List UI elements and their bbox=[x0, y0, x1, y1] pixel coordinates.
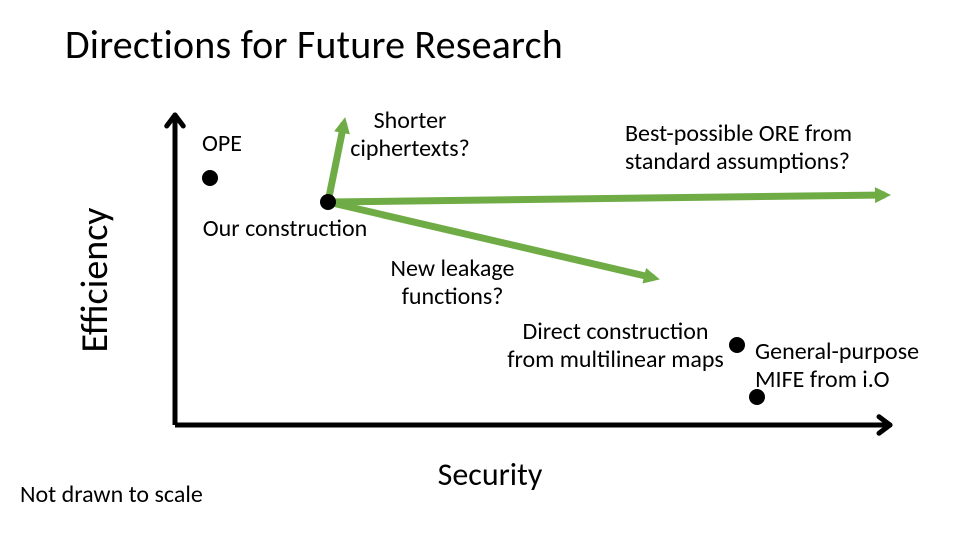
point-our-ctor bbox=[320, 194, 336, 210]
label-our-construction: Our construction bbox=[200, 215, 370, 243]
footnote-not-drawn-to-scale: Not drawn to scale bbox=[20, 480, 203, 509]
x-axis-label: Security bbox=[438, 455, 543, 494]
label-ope: OPE bbox=[192, 130, 252, 158]
point-ope bbox=[202, 170, 218, 186]
label-mife-io: General-purpose MIFE from i.O bbox=[755, 338, 960, 393]
label-new-leakage: New leakage functions? bbox=[365, 255, 540, 310]
label-best-possible-ore: Best-possible ORE from standard assumpti… bbox=[625, 120, 925, 175]
y-axis-label: Efficiency bbox=[72, 208, 118, 353]
label-shorter-ciphertexts: Shorter ciphertexts? bbox=[320, 107, 500, 162]
label-direct-construction: Direct construction from multilinear map… bbox=[498, 318, 733, 373]
